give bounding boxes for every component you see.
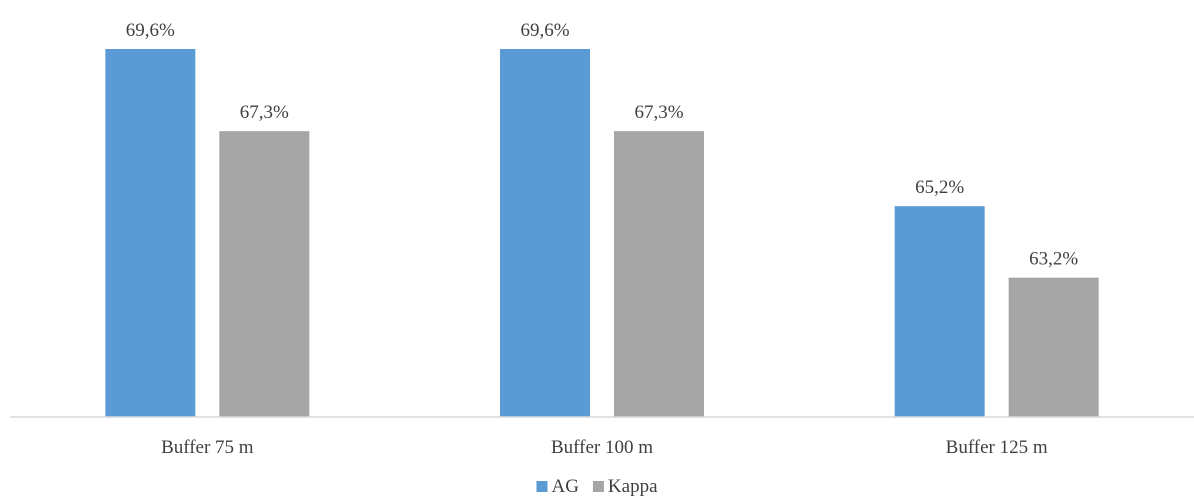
bar-ag-2: [500, 49, 590, 417]
legend-label-ag: AG: [551, 476, 579, 497]
x-tick-labels-group: Buffer 75 m Buffer 100 m Buffer 125 m: [161, 437, 1048, 458]
x-tick-label-1: Buffer 75 m: [161, 437, 254, 458]
data-label-ag-1: 69,6%: [126, 20, 175, 41]
bar-kappa-1: [219, 131, 310, 418]
legend: AG Kappa: [536, 476, 658, 497]
data-label-kappa-2: 67,3%: [634, 102, 683, 123]
x-tick-label-3: Buffer 125 m: [946, 437, 1048, 458]
x-tick-label-2: Buffer 100 m: [551, 437, 653, 458]
data-label-kappa-3: 63,2%: [1029, 249, 1078, 270]
legend-swatch-kappa: [592, 481, 604, 492]
bar-ag-3: [894, 206, 985, 417]
data-label-kappa-1: 67,3%: [240, 102, 289, 123]
data-label-ag-3: 65,2%: [915, 177, 964, 198]
data-label-ag-2: 69,6%: [520, 20, 569, 41]
bar-kappa-2: [614, 131, 704, 418]
bars-group: [105, 49, 1099, 418]
data-labels-group: 69,6% 67,3% 69,6% 67,3% 65,2% 63,2%: [126, 20, 1079, 270]
legend-label-kappa: Kappa: [608, 476, 658, 497]
legend-swatch-ag: [536, 481, 548, 492]
bar-ag-1: [105, 49, 196, 417]
bar-kappa-3: [1008, 277, 1099, 417]
